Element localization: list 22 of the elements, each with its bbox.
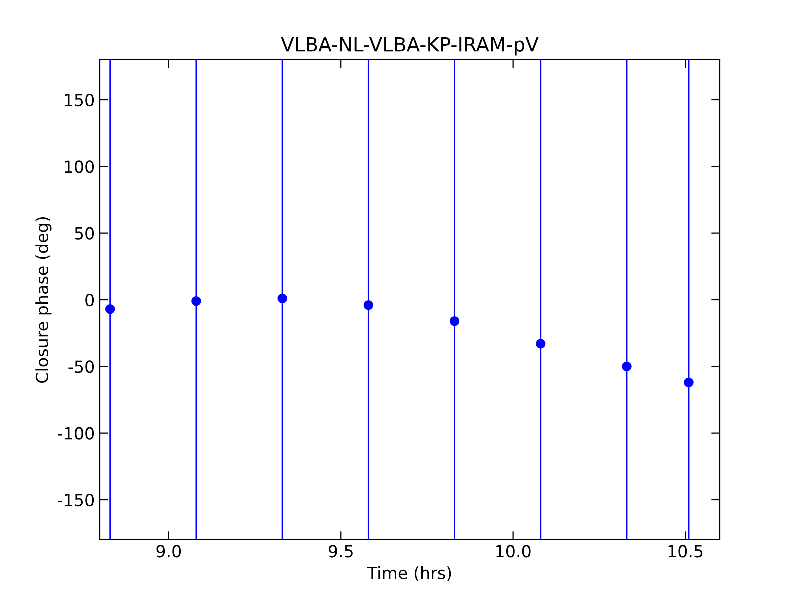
chart-title: VLBA-NL-VLBA-KP-IRAM-pV [281,37,539,56]
point [450,316,460,326]
y-tick-label: 150 [65,94,94,107]
point [278,294,288,304]
y-tick-label: -100 [58,427,94,440]
y-tick-label: -50 [68,360,94,374]
x-axis-title: Time (hrs) [367,566,452,582]
x-tick-label: 9.0 [156,545,182,558]
x-tick-label: 10.0 [496,545,531,558]
point [364,300,374,310]
point [684,378,694,388]
y-tick-label: 50 [75,227,94,240]
point [192,296,202,306]
y-tick-label: -150 [58,494,94,507]
x-tick-label: 9.5 [328,545,353,558]
y-axis-title: Closure phase (deg) [36,218,52,383]
y-tick-label: 100 [65,160,94,174]
point [622,362,632,372]
y-tick-label: 0 [86,294,94,307]
point [105,304,116,314]
point [536,339,546,349]
x-tick-label: 10.5 [668,545,703,558]
